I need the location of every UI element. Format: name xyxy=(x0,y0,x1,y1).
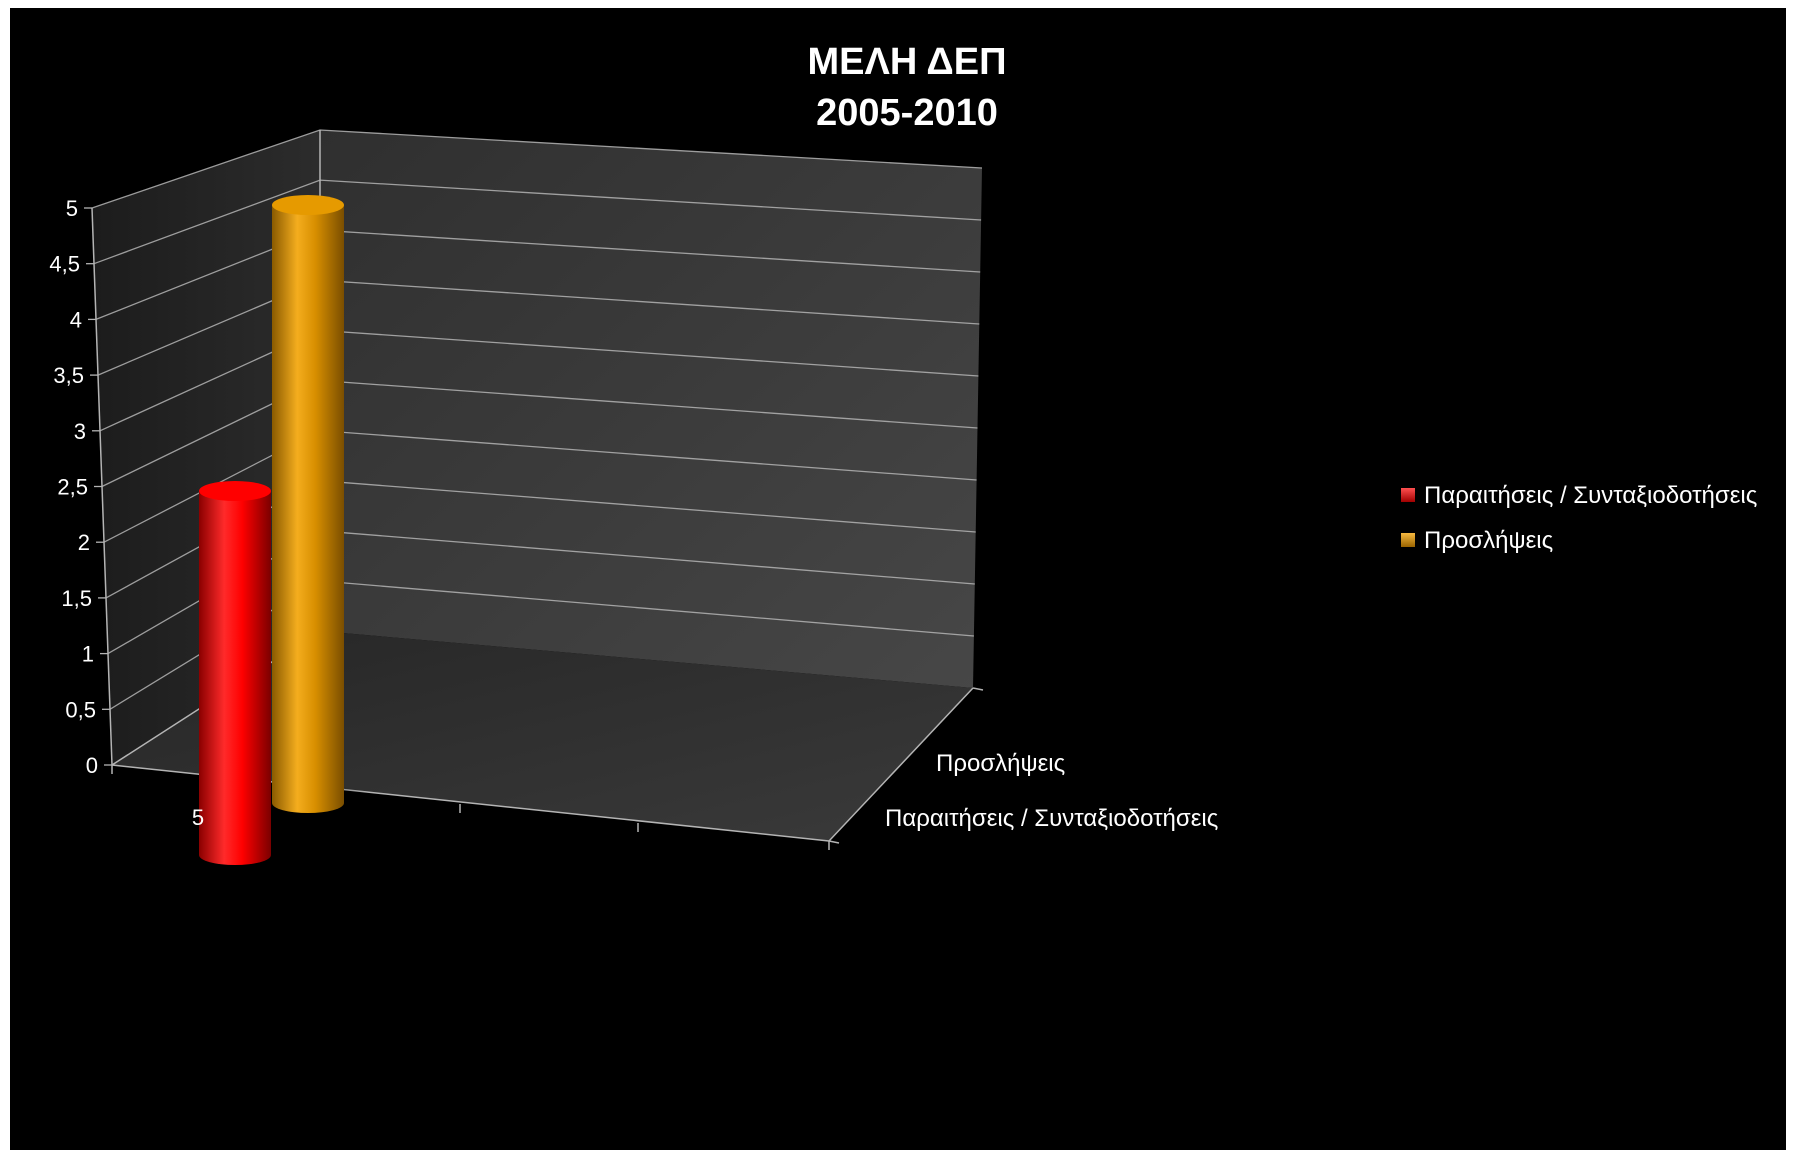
y-tick-label: 2,5 xyxy=(57,475,88,500)
chart-frame: ΜΕΛΗ ΔΕΠ 2005-2010 0 0,5 1 1,5 2 2,5 3 3,5 4 4,5 5… xyxy=(10,8,1786,1150)
bar-body xyxy=(199,491,271,865)
depth-label-resignations: Παραιτήσεις / Συνταξιοδοτήσεις xyxy=(885,805,1218,832)
bar-top xyxy=(199,481,271,501)
bars xyxy=(191,195,380,873)
x-category-label: 5 xyxy=(192,805,204,830)
chart-title-line-1: ΜΕΛΗ ΔΕΠ xyxy=(807,41,1006,83)
y-axis-ticks: 0 0,5 1 1,5 2 2,5 3 3,5 4 4,5 5 xyxy=(49,196,112,778)
y-tick-label: 2 xyxy=(78,530,90,555)
y-tick-label: 3 xyxy=(74,419,86,444)
y-tick-label: 4,5 xyxy=(49,252,80,277)
chart-svg: ΜΕΛΗ ΔΕΠ 2005-2010 0 0,5 1 1,5 2 2,5 3 3,5 4 4,5 5… xyxy=(49,41,1757,873)
legend: Παραιτήσεις / Συνταξιοδοτήσεις Προσλήψει… xyxy=(1401,482,1757,554)
legend-label-hires: Προσλήψεις xyxy=(1424,527,1553,554)
chart-title-line-2: 2005-2010 xyxy=(816,92,998,134)
depth-tick-mark xyxy=(972,687,984,691)
bar-resignations xyxy=(191,481,307,873)
y-tick-label: 1,5 xyxy=(61,586,92,611)
bar-top xyxy=(272,195,344,215)
legend-swatch-hires xyxy=(1401,533,1415,547)
y-tick-label: 3,5 xyxy=(53,363,84,388)
depth-axis-line xyxy=(828,687,974,842)
bar-body xyxy=(272,205,344,813)
bar-hires xyxy=(264,195,380,821)
depth-tick-mark xyxy=(828,840,840,844)
legend-swatch-resignations xyxy=(1401,488,1415,502)
y-tick-label: 1 xyxy=(82,642,94,667)
y-tick-label: 0 xyxy=(86,753,98,778)
legend-label-resignations: Παραιτήσεις / Συνταξιοδοτήσεις xyxy=(1424,482,1757,509)
y-tick-label: 4 xyxy=(70,307,82,332)
back-wall xyxy=(320,130,982,688)
y-tick-label: 0,5 xyxy=(65,697,96,722)
y-tick-label: 5 xyxy=(66,196,78,221)
depth-label-hires: Προσλήψεις xyxy=(936,750,1065,777)
